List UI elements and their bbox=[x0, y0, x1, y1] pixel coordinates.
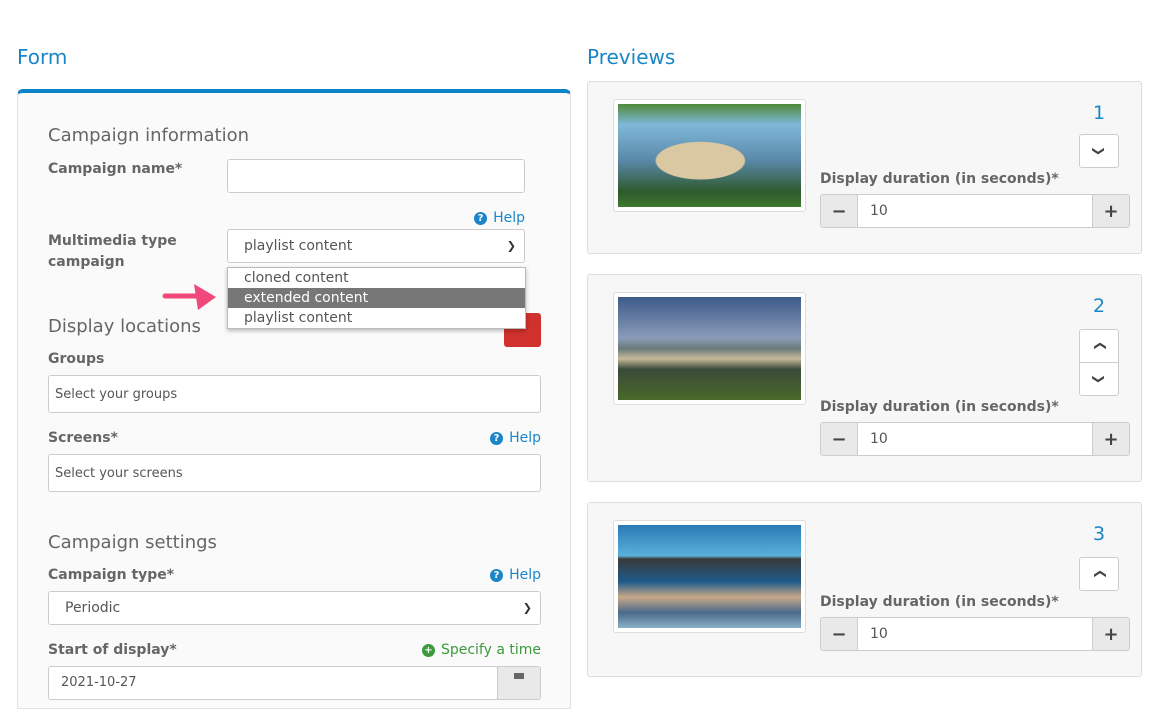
help-label: Help bbox=[509, 430, 541, 446]
calendar-button[interactable] bbox=[497, 666, 541, 700]
screens-help-link[interactable]: ? Help bbox=[490, 430, 541, 446]
multimedia-help-link[interactable]: ? Help bbox=[474, 210, 525, 226]
form-title: Form bbox=[17, 45, 68, 69]
duration-input[interactable]: 10 bbox=[857, 423, 1093, 455]
chevron-up-icon: ❯ bbox=[1092, 568, 1106, 580]
duration-stepper: −10 + bbox=[820, 617, 1130, 651]
increment-button[interactable]: + bbox=[1093, 423, 1129, 455]
chevron-up-icon: ❯ bbox=[1092, 340, 1106, 352]
campaign-name-input[interactable] bbox=[227, 159, 525, 193]
order-number: 3 bbox=[1092, 523, 1106, 545]
start-date-input[interactable]: 2021-10-27 bbox=[48, 666, 498, 700]
increment-button[interactable]: + bbox=[1093, 195, 1129, 227]
multimedia-type-select[interactable]: playlist content ❯ bbox=[227, 229, 525, 263]
plus-circle-icon: + bbox=[421, 643, 435, 657]
campaign-type-select[interactable]: Periodic ❯ bbox=[48, 591, 541, 625]
preview-card: 1 ❯ Display duration (in seconds)* −10 + bbox=[587, 81, 1142, 254]
groups-label: Groups bbox=[48, 351, 105, 367]
decrement-button[interactable]: − bbox=[821, 618, 857, 650]
multimedia-type-dropdown: cloned content extended content playlist… bbox=[227, 267, 526, 329]
help-label: Help bbox=[493, 210, 525, 226]
groups-input[interactable]: Select your groups bbox=[48, 375, 541, 413]
option-cloned-content[interactable]: cloned content bbox=[244, 270, 349, 286]
preview-thumbnail bbox=[613, 292, 806, 405]
duration-stepper: −10 + bbox=[820, 194, 1130, 228]
chevron-down-icon: ❯ bbox=[506, 239, 516, 253]
pointer-arrow-icon bbox=[162, 284, 216, 310]
duration-label: Display duration (in seconds)* bbox=[820, 399, 1059, 415]
selected-value: playlist content bbox=[244, 238, 353, 254]
screens-input[interactable]: Select your screens bbox=[48, 454, 541, 492]
chevron-down-icon: ❯ bbox=[1092, 373, 1106, 385]
question-icon: ? bbox=[490, 568, 504, 582]
preview-card: 3 ❯ Display duration (in seconds)* −10 + bbox=[587, 502, 1142, 677]
campaign-information-heading: Campaign information bbox=[48, 125, 250, 146]
move-up-button[interactable]: ❯ bbox=[1079, 329, 1119, 363]
move-down-button[interactable]: ❯ bbox=[1079, 362, 1119, 396]
duration-label: Display duration (in seconds)* bbox=[820, 171, 1059, 187]
start-of-display-label: Start of display* bbox=[48, 642, 177, 658]
display-locations-heading: Display locations bbox=[48, 316, 201, 337]
preview-thumbnail bbox=[613, 99, 806, 212]
campaign-settings-heading: Campaign settings bbox=[48, 532, 217, 553]
option-extended-content[interactable]: extended content bbox=[228, 288, 525, 308]
specify-time-label: Specify a time bbox=[440, 642, 541, 658]
campaign-type-help-link[interactable]: ? Help bbox=[490, 567, 541, 583]
duration-stepper: −10 + bbox=[820, 422, 1130, 456]
duration-input[interactable]: 10 bbox=[857, 618, 1093, 650]
campaign-name-label: Campaign name* bbox=[48, 161, 183, 177]
multimedia-type-label: Multimedia type campaign bbox=[48, 233, 177, 270]
preview-thumbnail bbox=[613, 520, 806, 633]
calendar-icon bbox=[514, 673, 524, 679]
question-icon: ? bbox=[474, 211, 488, 225]
duration-label: Display duration (in seconds)* bbox=[820, 594, 1059, 610]
preview-card: 2 ❯ ❯ Display duration (in seconds)* −10… bbox=[587, 274, 1142, 482]
decrement-button[interactable]: − bbox=[821, 423, 857, 455]
previews-title: Previews bbox=[587, 45, 676, 69]
specify-time-link[interactable]: + Specify a time bbox=[421, 642, 541, 658]
selected-value: Periodic bbox=[65, 600, 121, 616]
option-playlist-content[interactable]: playlist content bbox=[244, 310, 353, 326]
order-number: 2 bbox=[1092, 295, 1106, 317]
screens-label: Screens* bbox=[48, 430, 118, 446]
chevron-down-icon: ❯ bbox=[1092, 145, 1106, 157]
decrement-button[interactable]: − bbox=[821, 195, 857, 227]
question-icon: ? bbox=[490, 431, 504, 445]
help-label: Help bbox=[509, 567, 541, 583]
move-down-button[interactable]: ❯ bbox=[1079, 134, 1119, 168]
move-up-button[interactable]: ❯ bbox=[1079, 557, 1119, 591]
increment-button[interactable]: + bbox=[1093, 618, 1129, 650]
chevron-down-icon: ❯ bbox=[522, 601, 532, 615]
campaign-type-label: Campaign type* bbox=[48, 567, 175, 583]
duration-input[interactable]: 10 bbox=[857, 195, 1093, 227]
order-number: 1 bbox=[1092, 102, 1106, 124]
